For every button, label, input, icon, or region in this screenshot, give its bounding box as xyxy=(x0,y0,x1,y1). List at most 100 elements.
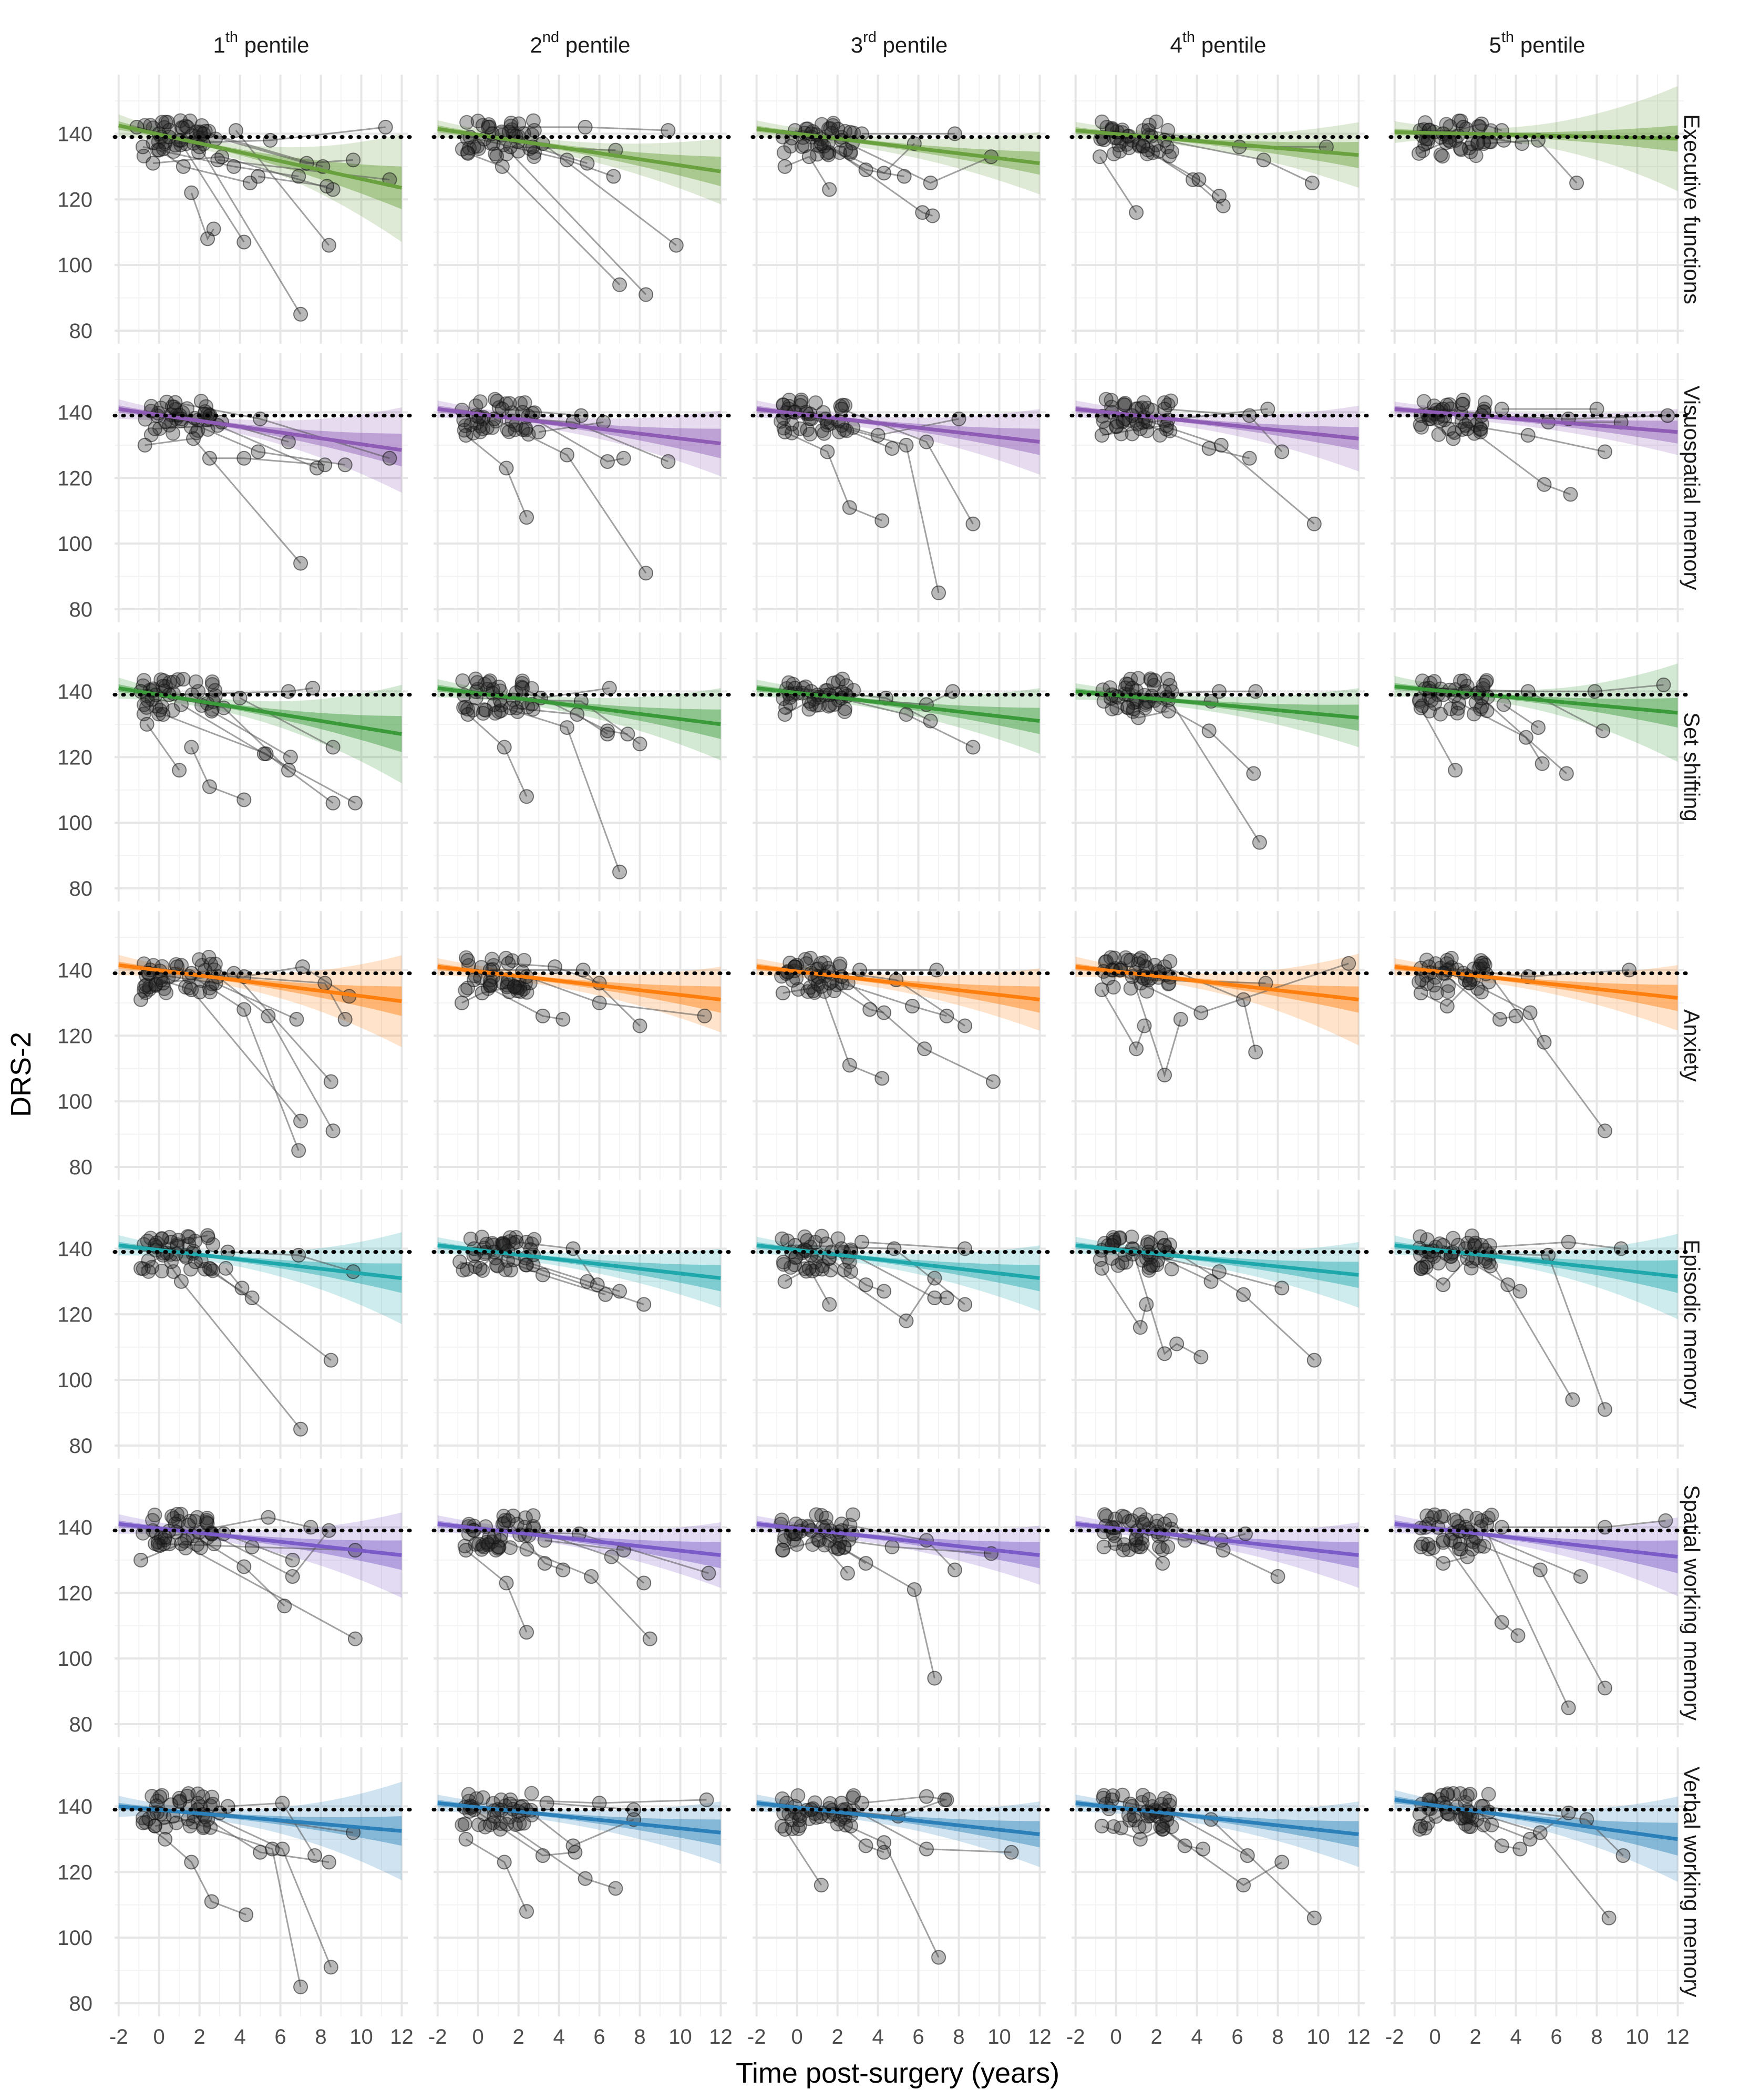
data-point xyxy=(166,426,181,441)
data-point xyxy=(1147,673,1162,688)
x-tick-label: 6 xyxy=(593,2025,605,2048)
data-point xyxy=(1236,1287,1251,1302)
data-point xyxy=(281,763,296,778)
data-point xyxy=(1458,418,1473,433)
y-tick-label: 140 xyxy=(57,959,92,982)
data-point xyxy=(527,145,542,160)
data-point xyxy=(1439,999,1455,1014)
data-point xyxy=(204,703,219,719)
data-point xyxy=(524,1786,539,1801)
patient-trajectory xyxy=(211,710,291,758)
data-point xyxy=(168,395,183,410)
data-point xyxy=(870,428,886,443)
data-point xyxy=(500,422,515,437)
data-point xyxy=(236,234,252,250)
data-point xyxy=(636,1297,652,1312)
data-point xyxy=(1601,1910,1617,1925)
y-tick-label: 120 xyxy=(57,1303,92,1326)
data-point xyxy=(1260,402,1275,417)
data-point xyxy=(570,707,585,722)
data-point xyxy=(939,1008,954,1023)
data-point xyxy=(931,585,946,600)
data-point xyxy=(251,444,266,459)
data-point xyxy=(323,1353,338,1368)
data-point xyxy=(281,434,296,449)
data-point xyxy=(1510,1628,1526,1643)
data-point xyxy=(1123,952,1138,968)
data-point xyxy=(777,707,792,722)
data-point xyxy=(822,182,837,197)
data-point xyxy=(1413,1818,1428,1833)
x-tick-label: 12 xyxy=(1666,2025,1690,2048)
patient-trajectory xyxy=(467,152,621,285)
y-tick-label: 100 xyxy=(57,532,92,556)
patient-trajectory xyxy=(190,746,244,801)
panel xyxy=(112,353,417,622)
data-point xyxy=(275,1841,290,1857)
data-point xyxy=(1459,1788,1475,1804)
x-tick-label: 2 xyxy=(194,2025,205,2048)
y-tick-label: 80 xyxy=(69,877,93,900)
patient-trajectory xyxy=(785,156,830,190)
data-point xyxy=(858,1838,873,1853)
data-point xyxy=(858,1556,873,1571)
data-point xyxy=(877,1005,892,1020)
data-point xyxy=(133,992,149,1007)
data-point xyxy=(639,287,654,302)
row-strip-label: Episodic memory xyxy=(1680,1239,1704,1409)
data-point xyxy=(347,795,363,811)
column-header: 1th pentile xyxy=(213,29,310,57)
data-point xyxy=(155,699,170,714)
data-point xyxy=(1413,1261,1428,1276)
data-point xyxy=(1096,1539,1111,1554)
data-point xyxy=(491,679,507,694)
data-point xyxy=(1448,763,1463,778)
x-tick-label: 0 xyxy=(791,2025,803,2048)
data-point xyxy=(291,1143,306,1158)
data-point xyxy=(457,1816,472,1831)
data-point xyxy=(501,424,517,439)
data-point xyxy=(884,1539,900,1554)
data-point xyxy=(291,169,306,184)
x-tick-label: 12 xyxy=(1347,2025,1371,2048)
data-point xyxy=(1136,395,1151,410)
data-point xyxy=(320,179,335,194)
panel xyxy=(1388,75,1693,344)
data-point xyxy=(787,1257,802,1273)
data-point xyxy=(1569,176,1584,191)
data-point xyxy=(1139,1297,1154,1312)
fit-line xyxy=(1394,407,1678,434)
data-point xyxy=(985,1074,1001,1089)
y-tick-label: 120 xyxy=(57,1025,92,1048)
y-tick-label: 120 xyxy=(57,1861,92,1884)
patient-trajectory xyxy=(1131,415,1315,525)
data-point xyxy=(501,1513,516,1528)
data-point xyxy=(458,428,473,443)
data-point xyxy=(1177,1838,1192,1853)
row-strip-label: Set shifting xyxy=(1680,712,1704,822)
data-point xyxy=(612,1284,627,1299)
data-point xyxy=(176,159,191,174)
data-point xyxy=(887,1241,902,1256)
data-point xyxy=(1474,116,1489,131)
data-point xyxy=(511,144,526,159)
data-point xyxy=(1141,117,1157,132)
data-point xyxy=(854,1234,869,1249)
data-point xyxy=(1274,1855,1290,1870)
data-point xyxy=(1094,428,1109,443)
data-point xyxy=(323,1960,338,1975)
data-point xyxy=(1236,992,1251,1007)
outer-confidence-band xyxy=(1394,86,1678,191)
data-point xyxy=(1413,1539,1428,1554)
data-point xyxy=(1426,978,1442,993)
panel xyxy=(431,75,736,344)
data-point xyxy=(802,426,818,442)
data-point xyxy=(227,159,242,174)
data-point xyxy=(947,1562,962,1577)
data-point xyxy=(919,1789,934,1804)
data-point xyxy=(559,720,574,735)
data-point xyxy=(202,779,217,794)
data-point xyxy=(162,675,177,690)
x-tick-label: 4 xyxy=(1191,2025,1202,2048)
